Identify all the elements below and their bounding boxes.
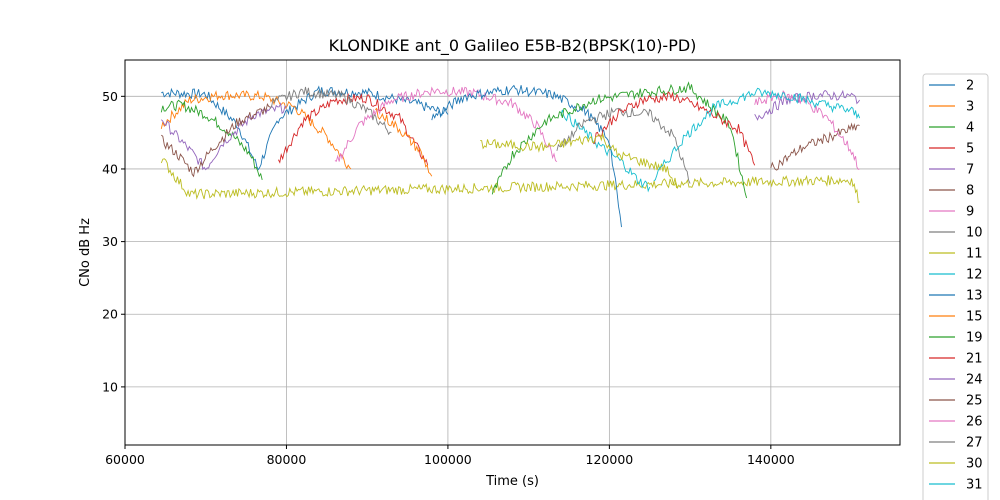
legend-label-30: 30 (966, 457, 983, 472)
series-line-27 (556, 106, 691, 184)
series-line-25 (770, 122, 860, 171)
legend-label-26: 26 (966, 415, 983, 430)
legend-label-9: 9 (966, 205, 974, 220)
x-tick-label: 100000 (424, 452, 472, 467)
x-tick-label: 80000 (267, 452, 307, 467)
grid-layer (124, 60, 900, 445)
series-line-11 (160, 158, 860, 204)
series-line-2 (161, 85, 449, 171)
legend-label-2: 2 (966, 79, 974, 94)
plot-frame (124, 59, 901, 446)
series-line-26 (754, 90, 860, 170)
legend-label-24: 24 (966, 373, 983, 388)
y-tick-label: 20 (102, 307, 118, 322)
x-axis-label: Time (s) (485, 474, 539, 489)
y-ticks: 10 20 30 40 50 (102, 89, 125, 394)
series-line-13 (431, 84, 622, 228)
x-tick-label: 120000 (586, 452, 634, 467)
legend-box (922, 73, 989, 500)
series-line-7 (160, 102, 287, 171)
legend-label-13: 13 (966, 289, 983, 304)
legend-label-19: 19 (966, 331, 983, 346)
series-line-10 (269, 86, 392, 136)
series-line-21 (593, 91, 756, 166)
legend-label-25: 25 (966, 394, 983, 409)
series-line-4 (160, 99, 263, 181)
chart-title: KLONDIKE ant_0 Galileo E5B-B2(BPSK(10)-P… (329, 36, 697, 56)
y-tick-label: 30 (102, 234, 118, 249)
series-line-31 (653, 87, 861, 182)
series-line-9 (334, 86, 558, 163)
series-line-5 (278, 92, 429, 166)
legend-label-7: 7 (966, 163, 974, 178)
y-tick-label: 50 (102, 89, 118, 104)
series-line-8 (161, 102, 271, 178)
series-line-15 (375, 107, 433, 177)
x-ticks: 60000 80000 100000 120000 140000 (105, 445, 795, 467)
series-line-3 (160, 89, 352, 170)
x-tick-label: 140000 (747, 452, 795, 467)
x-tick-label: 60000 (105, 452, 145, 467)
legend-label-8: 8 (966, 184, 974, 199)
legend-label-21: 21 (966, 352, 983, 367)
legend-label-4: 4 (966, 121, 974, 136)
y-tick-label: 10 (102, 379, 118, 394)
legend-label-27: 27 (966, 436, 983, 451)
series-line-12 (560, 109, 651, 193)
series-layer (160, 81, 861, 228)
series-line-30 (480, 132, 679, 189)
legend-label-11: 11 (966, 247, 983, 262)
legend-label-3: 3 (966, 100, 974, 115)
y-axis-label: CNo dB Hz (78, 218, 93, 287)
legend-label-12: 12 (966, 268, 983, 283)
y-tick-label: 40 (102, 161, 118, 176)
legend-label-31: 31 (966, 478, 983, 493)
legend-label-15: 15 (966, 310, 983, 325)
series-line-19 (491, 81, 748, 199)
legend-label-10: 10 (966, 226, 983, 241)
legend: 2 3 4 5 7 8 9 10 11 12 13 15 19 21 24 25 26 27 30 31 (922, 73, 989, 500)
legend-label-5: 5 (966, 142, 974, 157)
series-line-24 (754, 89, 860, 121)
